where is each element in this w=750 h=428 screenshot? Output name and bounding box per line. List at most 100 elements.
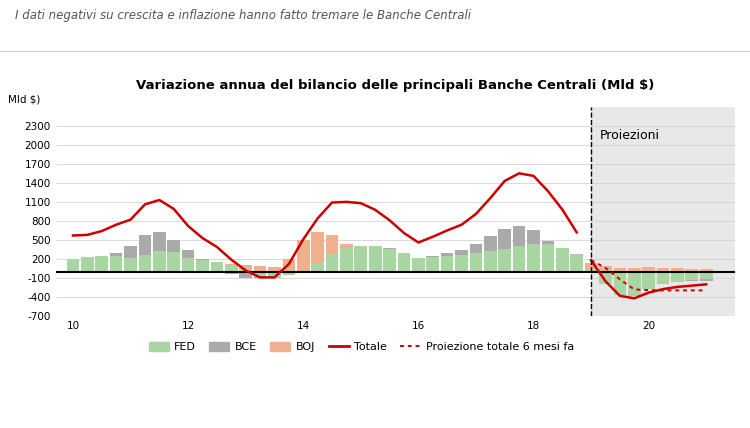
- Bar: [556, 247, 568, 272]
- Bar: [196, 260, 208, 272]
- Bar: [642, 267, 655, 272]
- Text: I dati negativi su crescita e inflazione hanno fatto tremare le Banche Centrali: I dati negativi su crescita e inflazione…: [15, 9, 471, 21]
- Bar: [614, 268, 626, 272]
- Bar: [340, 244, 352, 272]
- Bar: [585, 269, 598, 272]
- Bar: [81, 259, 94, 272]
- Bar: [441, 256, 454, 272]
- Bar: [398, 253, 410, 272]
- Bar: [239, 265, 252, 272]
- Bar: [110, 260, 122, 272]
- Bar: [657, 272, 669, 281]
- Bar: [254, 266, 266, 272]
- Bar: [311, 267, 324, 272]
- Bar: [513, 226, 526, 272]
- Bar: [311, 232, 324, 272]
- Text: Variazione annua del bilancio delle principali Banche Centrali (Mld $): Variazione annua del bilancio delle prin…: [136, 79, 655, 92]
- Bar: [167, 240, 180, 272]
- Bar: [110, 253, 122, 272]
- Bar: [527, 230, 540, 272]
- Bar: [513, 246, 526, 272]
- Bar: [542, 244, 554, 272]
- Bar: [340, 253, 352, 272]
- Bar: [585, 263, 598, 272]
- Bar: [326, 253, 338, 272]
- Bar: [268, 272, 280, 278]
- Bar: [211, 263, 224, 272]
- Bar: [570, 262, 583, 272]
- Bar: [427, 257, 439, 272]
- Bar: [599, 272, 612, 274]
- Bar: [671, 268, 684, 272]
- Bar: [585, 271, 598, 272]
- Bar: [700, 272, 712, 279]
- Bar: [686, 268, 698, 272]
- Bar: [383, 248, 396, 272]
- Bar: [239, 272, 252, 278]
- Bar: [383, 267, 396, 272]
- Bar: [67, 259, 80, 272]
- Bar: [369, 246, 382, 272]
- Bar: [427, 256, 439, 272]
- Bar: [570, 254, 583, 272]
- Bar: [642, 272, 655, 280]
- Text: Mld $): Mld $): [8, 95, 40, 104]
- Bar: [484, 255, 496, 272]
- Bar: [599, 272, 612, 284]
- Bar: [499, 229, 511, 272]
- Bar: [614, 272, 626, 276]
- Bar: [182, 262, 194, 272]
- Bar: [153, 232, 166, 272]
- Bar: [225, 272, 238, 273]
- Bar: [412, 258, 424, 272]
- Bar: [283, 259, 296, 272]
- Bar: [542, 241, 554, 272]
- Bar: [211, 262, 224, 272]
- Bar: [211, 266, 224, 272]
- Bar: [427, 267, 439, 272]
- Bar: [239, 270, 252, 272]
- Bar: [67, 259, 80, 272]
- Bar: [139, 259, 152, 272]
- Bar: [225, 265, 238, 272]
- Bar: [355, 246, 368, 272]
- Bar: [628, 272, 640, 278]
- Bar: [81, 257, 94, 272]
- Bar: [686, 272, 698, 281]
- Bar: [470, 244, 482, 272]
- Bar: [283, 272, 296, 275]
- Bar: [167, 252, 180, 272]
- Text: Proiezioni: Proiezioni: [600, 129, 660, 142]
- Bar: [355, 247, 368, 272]
- Bar: [441, 265, 454, 272]
- Bar: [153, 260, 166, 272]
- Bar: [657, 268, 669, 272]
- Bar: [167, 261, 180, 272]
- Bar: [110, 256, 122, 272]
- Bar: [182, 258, 194, 272]
- Bar: [196, 263, 208, 272]
- Bar: [470, 260, 482, 272]
- Bar: [412, 259, 424, 272]
- Bar: [355, 253, 368, 272]
- Bar: [671, 272, 684, 281]
- Bar: [326, 259, 338, 272]
- Bar: [254, 272, 266, 278]
- Bar: [254, 272, 266, 277]
- Bar: [67, 262, 80, 272]
- Bar: [527, 244, 540, 272]
- Bar: [700, 268, 712, 272]
- Bar: [81, 262, 94, 272]
- Bar: [124, 246, 136, 272]
- Bar: [383, 249, 396, 272]
- Bar: [570, 260, 583, 272]
- Bar: [642, 272, 655, 289]
- Bar: [499, 249, 511, 272]
- Bar: [153, 251, 166, 272]
- Bar: [671, 272, 684, 282]
- Bar: [369, 261, 382, 272]
- Bar: [182, 250, 194, 272]
- Bar: [499, 247, 511, 272]
- Bar: [686, 272, 698, 280]
- Bar: [484, 251, 496, 272]
